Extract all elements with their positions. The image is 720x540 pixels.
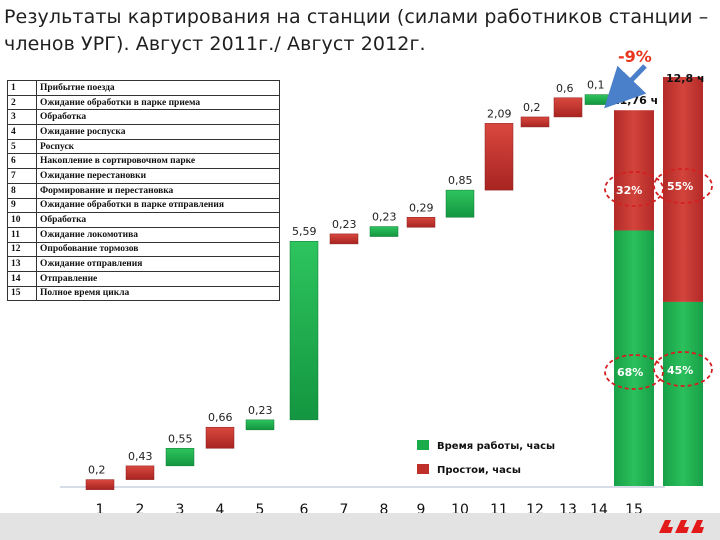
value-label-14: 0,1 [587,79,605,92]
step-label: Отправление [36,270,280,287]
table-row: 13 Ожидание отправления [7,256,280,272]
after-work-pct: 68% [617,366,643,379]
value-label-4: 0,66 [208,411,233,424]
value-label-1: 0,2 [88,464,106,477]
footer-bar [0,513,720,540]
before-work-pct: 45% [667,364,693,377]
value-label-13: 0,6 [556,82,574,95]
step-label: Обработка [36,109,280,126]
table-row: 1 Прибытие поезда [7,80,280,96]
value-label-12: 0,2 [523,101,541,114]
legend-label-work: Время работы, часы [437,440,555,452]
total-after-work-bar [614,230,654,486]
total-before-work-bar [663,301,703,486]
total-after-idle-bar [614,110,654,231]
waterfall-bar-6 [289,240,319,421]
value-label-2: 0,43 [128,450,153,463]
waterfall-bar-4 [205,426,235,449]
waterfall-bar-5 [245,419,275,431]
x-tick-7: 7 [340,502,349,518]
waterfall-bar-2 [125,465,155,480]
table-row: 14 Отправление [7,270,280,287]
before-idle-pct: 55% [667,180,693,193]
waterfall-bar-3 [165,448,195,467]
highlight-circle-after-work [604,354,664,390]
highlight-circle-after-idle [604,171,664,207]
company-logo [659,520,704,533]
x-tick-4: 4 [216,502,225,518]
value-label-6: 5,59 [292,225,317,238]
table-row: 15 Полное время цикла [7,285,280,302]
table-row: 2 Ожидание обработки в парке приема [7,94,280,111]
total-after-label: 11,76 ч [612,94,658,107]
value-label-7: 0,23 [332,218,357,231]
step-label: Ожидание отправления [36,256,280,272]
steps-table: 1 Прибытие поезда 2 Ожидание обработки в па… [7,80,280,302]
step-label: Полное время цикла [36,285,280,302]
value-label-8: 0,23 [372,211,397,224]
highlight-circle-before-work [653,351,713,387]
waterfall-bar-10 [445,189,475,218]
x-tick-8: 8 [380,502,389,518]
waterfall-bar-12 [520,116,550,128]
x-tick-1: 1 [96,502,105,518]
page-title: Результаты картирования на станции (сила… [4,6,709,55]
x-tick-5: 5 [256,502,265,518]
after-idle-pct: 32% [616,184,642,197]
total-before-label: 12,8 ч [666,72,705,85]
value-label-10: 0,85 [448,174,473,187]
step-label: Прибытие поезда [36,80,280,96]
table-row: 3 Обработка [7,109,280,126]
waterfall-bar-14 [584,94,614,105]
x-tick-9: 9 [417,502,426,518]
legend-swatch-work [417,440,429,450]
legend-swatch-idle [417,464,429,474]
waterfall-bar-7 [329,233,359,245]
waterfall-bar-11 [484,123,514,191]
waterfall-bar-13 [553,97,583,118]
x-tick-6: 6 [300,502,309,518]
value-label-9: 0,29 [409,201,434,214]
waterfall-bar-9 [406,217,436,228]
step-label: Ожидание обработки в парке приема [36,94,280,111]
value-label-3: 0,55 [168,432,193,445]
change-arrow [604,64,647,109]
change-label: -9% [618,47,652,66]
legend-label-idle: Простои, часы [437,465,521,476]
x-tick-3: 3 [176,502,185,518]
x-tick-2: 2 [136,502,145,518]
value-label-5: 0,23 [248,404,273,417]
total-before-idle-bar [663,77,703,302]
value-label-11: 2,09 [487,107,512,120]
waterfall-bar-8 [369,226,399,237]
waterfall-bar-1 [85,479,115,490]
table-row: 10 Обработка [7,212,280,228]
highlight-circle-before-idle [653,168,713,204]
